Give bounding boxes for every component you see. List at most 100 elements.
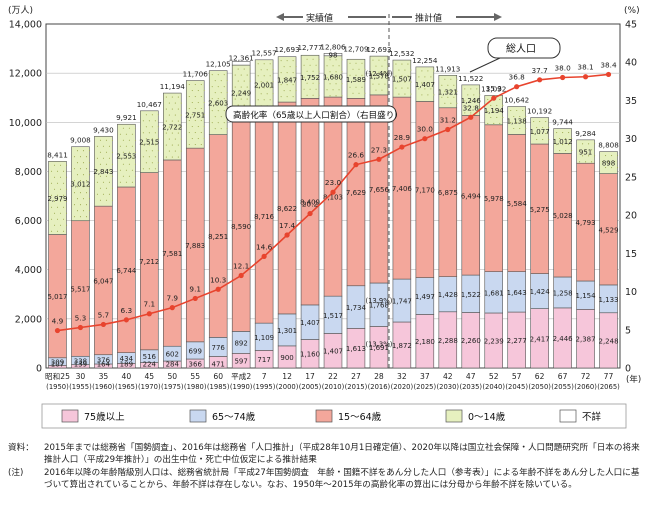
bar-pattern-dot	[168, 102, 170, 104]
bar-value-label: 1,194	[484, 107, 505, 115]
bar-pattern-dot	[306, 58, 308, 60]
bar-pattern-dot	[421, 94, 423, 96]
bar-pattern-dot	[450, 102, 452, 104]
bar-pattern-dot	[88, 150, 91, 152]
bar-value-label: 98	[329, 52, 338, 60]
bar-pattern-dot	[427, 70, 429, 72]
bar-pattern-dot	[358, 68, 360, 70]
bar-pattern-dot	[582, 155, 584, 157]
bar-segment	[208, 70, 228, 135]
y-right-tick-label: 30	[625, 134, 637, 145]
bar-value-label: 1,109	[254, 334, 274, 342]
callout-total-pointer	[469, 57, 501, 73]
x-tick-label-era: 12	[282, 372, 292, 381]
bar-pattern-dot	[303, 76, 305, 78]
bar-pattern-dot	[223, 98, 225, 100]
bar-pattern-dot	[410, 93, 412, 95]
bar-pattern-dot	[568, 132, 570, 134]
bar-pattern-dot	[188, 83, 190, 86]
callout-total-box	[487, 37, 561, 59]
bar-pattern-dot	[197, 101, 199, 104]
bar-pattern-dot	[289, 66, 291, 68]
bar-pattern-dot	[263, 75, 265, 77]
bar-pattern-dot	[525, 115, 527, 118]
bar-pattern-dot	[174, 126, 176, 128]
aging-rate-line: 4.9 5.3 5.7 6.3 7.1 7.9 9.1 10.3 12.1 14.6 17.4 20.…	[52, 60, 617, 334]
bar-pattern-dot	[286, 72, 288, 74]
bar-total-label: 11,522	[458, 74, 483, 83]
bar-pattern-dot	[571, 150, 573, 152]
bar-value-label: 1,768	[369, 302, 389, 310]
aging-rate-label: 38.1	[577, 63, 593, 72]
bar-pattern-dot	[168, 126, 170, 128]
bar-pattern-dot	[79, 216, 82, 218]
bar-pattern-dot	[223, 74, 225, 76]
bar-pattern-dot	[456, 90, 458, 92]
bar-value-label: 366	[189, 361, 203, 369]
bar-pattern-dot	[154, 168, 156, 170]
bar-pattern-dot	[272, 93, 274, 95]
bar-pattern-dot	[283, 90, 285, 92]
bar-pattern-dot	[165, 96, 167, 98]
bar-pattern-dot	[341, 83, 343, 85]
legend-swatch	[61, 409, 79, 423]
bar-value-label: 4,529	[598, 226, 618, 234]
bar-pattern-dot	[50, 170, 53, 172]
bar-value-label: 7,212	[139, 258, 159, 266]
x-tick-label-era: 62	[535, 372, 545, 381]
bar-pattern-dot	[180, 114, 182, 116]
aging-rate-point	[77, 324, 84, 331]
bar-pattern-dot	[56, 182, 59, 184]
bar-total-label: 11,913	[435, 64, 460, 73]
bar-pattern-dot	[191, 125, 193, 128]
bar-pattern-dot	[223, 110, 225, 112]
bar-pattern-dot	[418, 88, 420, 90]
bar-pattern-dot	[165, 120, 167, 122]
bar-value-label: 1,517	[323, 312, 343, 320]
x-tick-label-era: 平成2	[231, 371, 251, 381]
bar-pattern-dot	[398, 81, 400, 83]
bar-pattern-dot	[249, 68, 251, 70]
bar-pattern-dot	[96, 181, 98, 183]
bar-pattern-dot	[165, 108, 167, 110]
bar-pattern-dot	[582, 143, 584, 145]
bar-pattern-dot	[191, 113, 193, 116]
bar-pattern-dot	[418, 76, 420, 78]
bar-pattern-dot	[499, 110, 501, 113]
x-tick-label-year: (1990)	[230, 383, 253, 391]
bar-pattern-dot	[470, 88, 472, 90]
bar-pattern-dot	[329, 83, 331, 85]
bar-total-label: 12,557	[252, 48, 277, 57]
bar-value-label: 2,843	[93, 168, 113, 176]
bar-pattern-dot	[464, 88, 466, 90]
bar-pattern-dot	[122, 175, 124, 177]
bar-pattern-dot	[476, 88, 478, 90]
bar-pattern-dot	[237, 68, 239, 70]
bar-pattern-dot	[361, 86, 363, 88]
x-tick-label-year: (2000)	[276, 383, 299, 391]
bar-pattern-dot	[203, 113, 205, 116]
bar-pattern-dot	[381, 89, 383, 91]
aging-rate-point	[560, 74, 566, 81]
bar-pattern-dot	[332, 89, 334, 91]
bar-segment	[71, 146, 90, 222]
x-tick-label-era: 28	[374, 372, 384, 381]
bar-pattern-dot	[361, 62, 363, 64]
x-tick-label-year: (2050)	[528, 383, 551, 391]
bar-pattern-dot	[197, 89, 199, 92]
bar-pattern-dot	[234, 86, 236, 88]
bar-pattern-dot	[611, 167, 613, 169]
y-left-tick-label: 12,000	[9, 69, 42, 80]
bar-pattern-dot	[249, 104, 251, 106]
bar-pattern-dot	[407, 75, 409, 77]
x-tick-label-era: 昭和25	[45, 372, 70, 381]
bar-pattern-dot	[220, 80, 222, 82]
bar-pattern-dot	[177, 120, 179, 122]
aging-rate-label: 30.0	[417, 125, 434, 134]
bar-pattern-dot	[142, 156, 144, 158]
bar-pattern-dot	[441, 84, 443, 86]
bar-value-label: 1,681	[484, 289, 504, 297]
aging-rate-point	[284, 232, 290, 238]
bar-pattern-dot	[62, 230, 65, 232]
bar-pattern-dot	[318, 94, 320, 96]
